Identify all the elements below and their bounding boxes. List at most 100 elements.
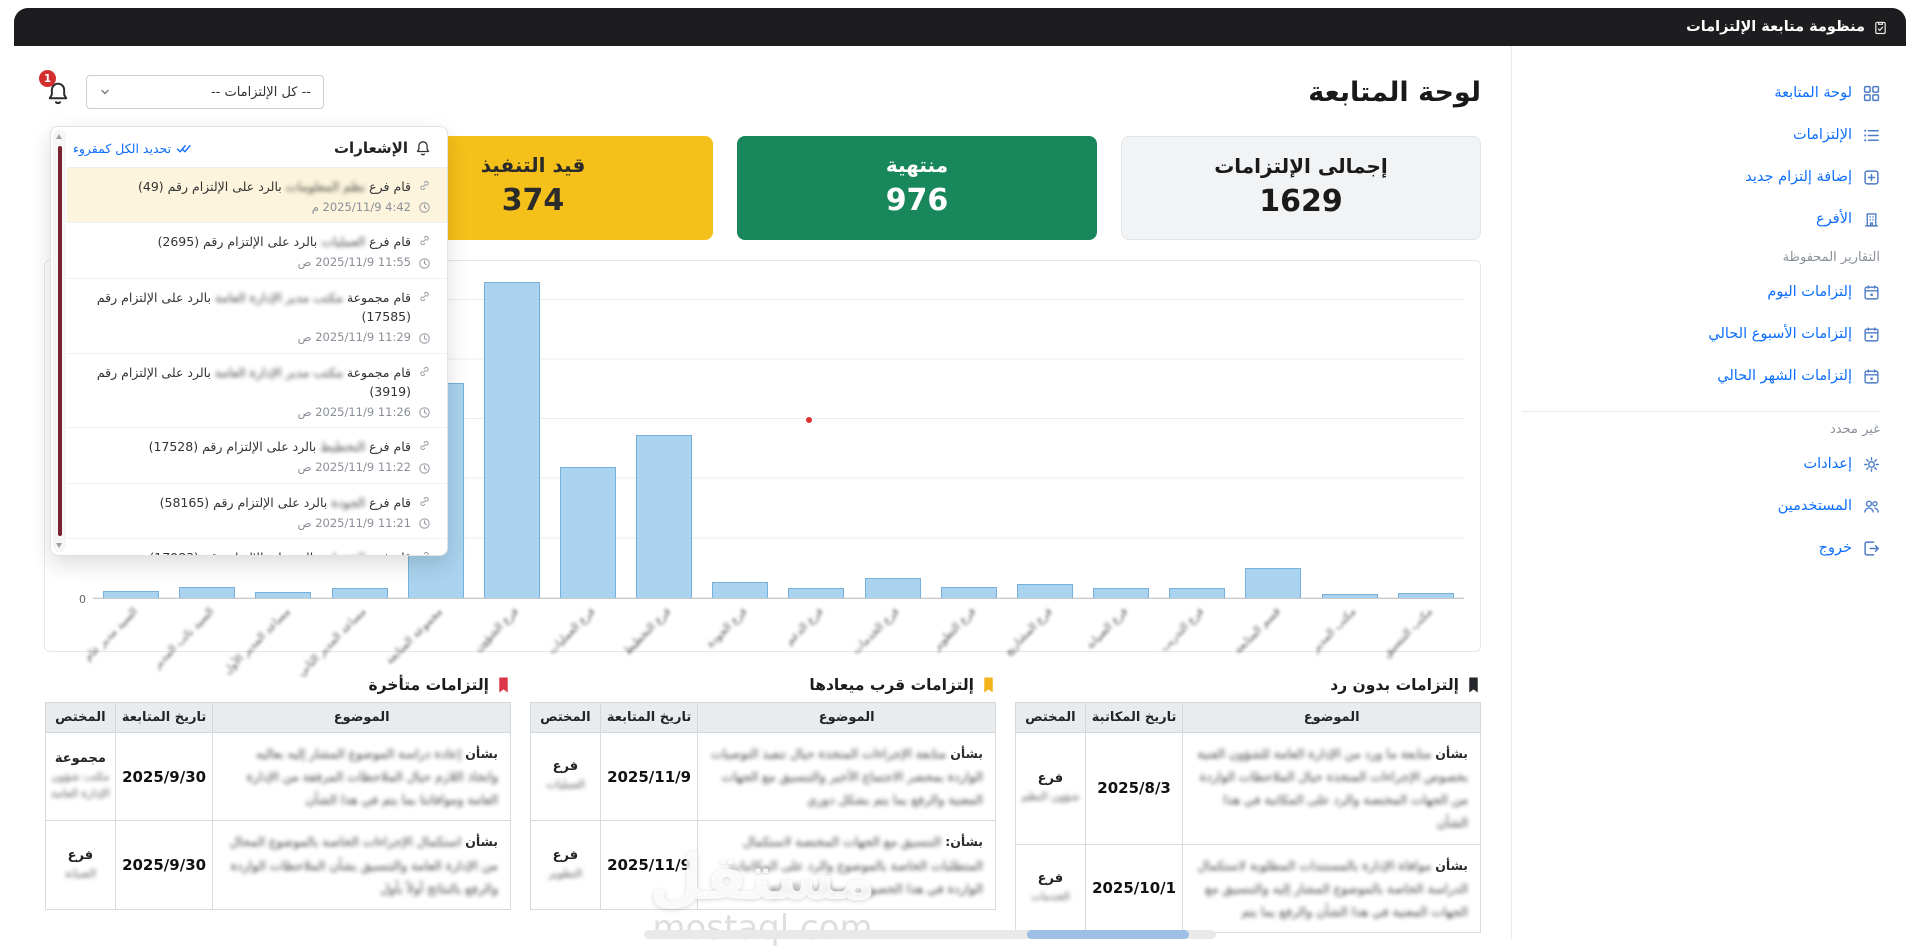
sidebar-item-logout[interactable]: خروج [1522,527,1880,569]
sidebar-item-week-commitments[interactable]: إلتزامات الأسبوع الحالي [1522,313,1880,355]
clipboard-icon [1873,20,1888,35]
table-no-reply: إلتزامات بدون رد الموضوع تاريخ المكاتبة … [1015,676,1481,933]
sidebar-item-branches[interactable]: الأفرع [1522,198,1880,240]
notification-item[interactable]: قام فرع التخطيط بالرد على الإلتزام رقم (… [67,428,447,483]
table-row[interactable]: بشأن: التنسيق مع الجهات المختصة لاستكمال… [531,821,996,909]
chart-x-label: فرع الشؤون [472,605,521,654]
chart-x-label: مساعد المدير الثاني [295,605,369,679]
app-brand: منظومة متابعة الإلتزامات [1686,19,1888,35]
table-row[interactable]: بشأن إعادة دراسة الموضوع المشار إليه بعا… [46,733,511,821]
col-subject: الموضوع [1183,703,1481,733]
table-header-row: الموضوع تاريخ المتابعة المختص [531,703,996,733]
redacted-subject: استكمال الإجراءات الخاصة بالموضوع المحال… [230,834,498,895]
hscrollbar-thumb[interactable] [1027,930,1189,939]
table-row[interactable]: بشأن موافاة الإدارة بالمستندات المطلوبة … [1016,844,1481,932]
sidebar-item-settings[interactable]: إعدادات [1522,443,1880,485]
date-cell: 2025/11/9 [600,821,698,909]
scroll-down-arrow[interactable] [56,543,62,548]
stat-card-finished: منتهية 976 [737,136,1097,240]
clock-icon [418,332,431,345]
panel-scrollbar[interactable] [53,130,66,552]
tables-row: إلتزامات بدون رد الموضوع تاريخ المكاتبة … [44,676,1481,933]
table-title-near-deadline: إلتزامات قرب ميعادها [530,676,996,694]
table-overdue: إلتزامات متأخرة الموضوع تاريخ المتابعة ا… [45,676,511,933]
clock-icon [418,257,431,270]
chart-x-label: فرع التطوير [930,605,978,653]
sidebar-item-commitments[interactable]: الإلتزامات [1522,114,1880,156]
chart-bar [865,578,921,598]
reply-icon [418,179,431,192]
chart-bar [1169,588,1225,598]
double-check-icon [176,141,191,156]
col-specialist: المختص [1016,703,1086,733]
users-icon [1863,498,1880,515]
table-title-no-reply: إلتزامات بدون رد [1015,676,1481,694]
chart-bar [179,587,235,598]
scrollbar-thumb[interactable] [58,146,62,536]
chart-bar [255,592,311,598]
chart-bar [103,591,159,598]
bookmark-red-icon [496,676,511,694]
scroll-up-arrow[interactable] [56,134,62,139]
clock-icon [418,462,431,475]
chart-bar [636,435,692,598]
chart-x-label: فرع الدعم [783,605,826,648]
notification-time: 11:26 2025/11/9 ص [298,405,411,419]
page-title: لوحة المتابعة [1308,77,1481,108]
redacted-subject: متابعة ما ورد من الإدارة العامة للشؤون ا… [1197,746,1468,830]
table-row[interactable]: بشأن متابعة ما ورد من الإدارة العامة للش… [1016,733,1481,845]
chart-x-label: فرع الصيانة [1084,605,1131,652]
col-date: تاريخ المتابعة [600,703,698,733]
calendar-week-icon [1863,326,1880,343]
plus-square-icon [1863,169,1880,186]
sidebar-item-add-commitment[interactable]: إضافة إلتزام جديد [1522,156,1880,198]
table-near-deadline: إلتزامات قرب ميعادها الموضوع تاريخ المتا… [530,676,996,933]
stat-label: منتهية [737,153,1097,177]
notification-item[interactable]: قام فرع الجودة بالرد على الإلتزام رقم (5… [67,484,447,539]
mark-all-read-link[interactable]: تحديد الكل كمقروء [73,141,191,156]
notification-item[interactable]: قام مجموعة مكتب مدير الإدارة العامة بالر… [67,354,447,429]
notification-item[interactable]: قام مجموعة مكتب مدير الإدارة العامة بالر… [67,279,447,354]
chart-x-label: فرع المشاريع [1002,605,1055,658]
chart-x-label: مكتب التنسيق [1380,605,1435,660]
clock-icon [418,517,431,530]
reply-icon [418,550,431,556]
chart-bar [712,582,768,598]
table-row[interactable]: بشأن استكمال الإجراءات الخاصة بالموضوع ا… [46,821,511,909]
building-icon [1863,211,1880,228]
chart-x-label: فرع التخطيط [621,605,673,657]
logout-icon [1863,540,1880,557]
sidebar-section-saved-reports: التقارير المحفوظة [1522,250,1880,265]
calendar-day-icon [1863,284,1880,301]
bell-icon [415,140,431,156]
commitments-filter-select[interactable]: -- كل الإلتزامات -- [86,75,324,109]
chart-bar [788,588,844,598]
chart-bar [560,467,616,598]
redacted-specialist: الصيانة [49,866,112,883]
sidebar-item-dashboard[interactable]: لوحة المتابعة [1522,72,1880,114]
chart-x-label: مساعد المدير الأول [221,605,293,677]
app-window: منظومة متابعة الإلتزامات لوحة المتابعة ا… [14,8,1906,939]
bookmark-black-icon [1466,676,1481,694]
notification-item[interactable]: قام فرع نظم المعلومات بالرد على الإلتزام… [67,168,447,223]
chart-x-label: السيد نائب المدير [150,605,216,671]
horizontal-scrollbar[interactable] [644,930,1216,939]
reply-icon [418,290,431,303]
table-row[interactable]: بشأن متابعة الإجراءات المتخذة حيال تنفيذ… [531,733,996,821]
sidebar-item-users[interactable]: المستخدمين [1522,485,1880,527]
notifications-bell-button[interactable]: 1 [44,77,70,107]
sidebar-item-month-commitments[interactable]: إلتزامات الشهر الحالي [1522,355,1880,397]
notification-time: 11:55 2025/11/9 ص [298,255,411,269]
sidebar-item-today-commitments[interactable]: إلتزامات اليوم [1522,271,1880,313]
clock-icon [418,201,431,214]
notification-time: 11:22 2025/11/9 ص [298,460,411,474]
redacted-name: مكتب مدير الإدارة العامة [215,365,343,380]
date-cell: 2025/11/9 [600,733,698,821]
chevron-down-icon [99,86,111,98]
notification-item[interactable]: قام فرع الخدمات بالرد على الإلتزام رقم (… [67,539,447,556]
chart-x-label: فرع الخدمات [850,605,902,657]
chart-x-label: مجموعة المتابعة [383,605,445,667]
stat-label: إجمالى الإلتزامات [1122,154,1480,178]
notification-item[interactable]: قام فرع العمليات بالرد على الإلتزام رقم … [67,223,447,278]
chart-bar [1398,593,1454,598]
